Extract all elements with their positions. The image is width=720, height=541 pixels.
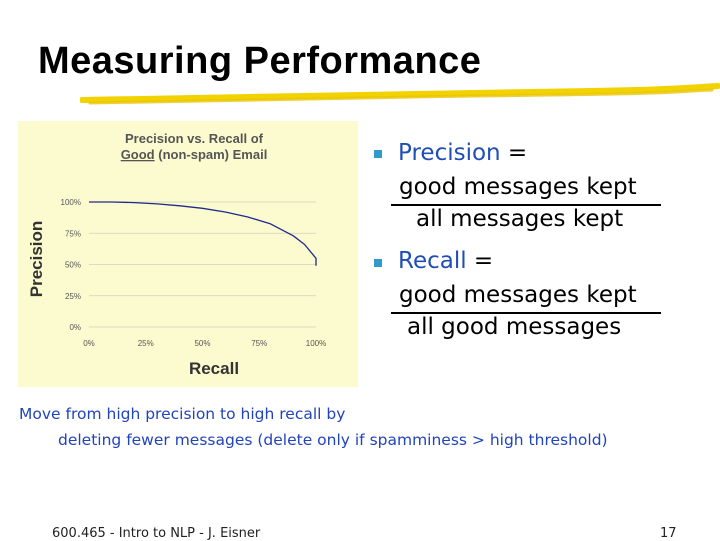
- bullet-marker: [374, 259, 382, 267]
- recall-denominator: all good messages: [407, 314, 622, 340]
- y-ticks: 0% 25% 50% 75% 100%: [61, 198, 81, 332]
- chart-title-rest: (non-spam) Email: [155, 147, 268, 162]
- y-tick-label: 100%: [61, 198, 81, 207]
- recall-equals: =: [466, 248, 494, 274]
- precision-term: Precision: [398, 140, 501, 166]
- precision-denominator: all messages kept: [416, 206, 624, 232]
- slide-title: Measuring Performance: [38, 40, 482, 82]
- precision-equals: =: [500, 140, 528, 166]
- precision-recall-curve: [89, 201, 317, 266]
- title-underline: [80, 83, 720, 105]
- x-tick-label: 50%: [194, 339, 210, 348]
- slide-number: 17: [660, 526, 677, 541]
- chart-title-line2: Good (non-spam) Email: [121, 147, 268, 162]
- footer-course: 600.465 - Intro to NLP - J. Eisner: [52, 526, 261, 541]
- x-axis-label: Recall: [189, 359, 239, 378]
- x-tick-label: 75%: [251, 339, 267, 348]
- recall-fraction-bar: [391, 312, 661, 314]
- note-line-1: Move from high precision to high recall …: [19, 405, 346, 423]
- precision-recall-chart: Precision vs. Recall of Good (non-spam) …: [27, 131, 326, 378]
- precision-numerator: good messages kept: [399, 174, 637, 200]
- chart-title-line1: Precision vs. Recall of: [125, 131, 264, 146]
- y-axis-label: Precision: [27, 221, 46, 298]
- note-line-2: deleting fewer messages (delete only if …: [58, 431, 608, 449]
- y-tick-label: 0%: [69, 323, 81, 332]
- x-tick-label: 25%: [138, 339, 154, 348]
- precision-definition: Precision =: [398, 140, 527, 166]
- x-tick-label: 100%: [306, 339, 326, 348]
- x-tick-label: 0%: [83, 339, 95, 348]
- precision-fraction-bar: [391, 204, 661, 206]
- series-layer: [89, 201, 317, 266]
- y-tick-label: 75%: [65, 229, 81, 238]
- recall-numerator: good messages kept: [399, 282, 637, 308]
- y-tick-label: 50%: [65, 261, 81, 270]
- chart-panel: Precision vs. Recall of Good (non-spam) …: [18, 121, 358, 387]
- recall-term: Recall: [398, 248, 467, 274]
- x-ticks: 0% 25% 50% 75% 100%: [83, 339, 326, 348]
- gridlines: [89, 201, 316, 328]
- chart-title-good: Good: [121, 147, 155, 162]
- recall-definition: Recall =: [398, 248, 493, 274]
- y-tick-label: 25%: [65, 292, 81, 301]
- bullet-marker: [374, 150, 382, 158]
